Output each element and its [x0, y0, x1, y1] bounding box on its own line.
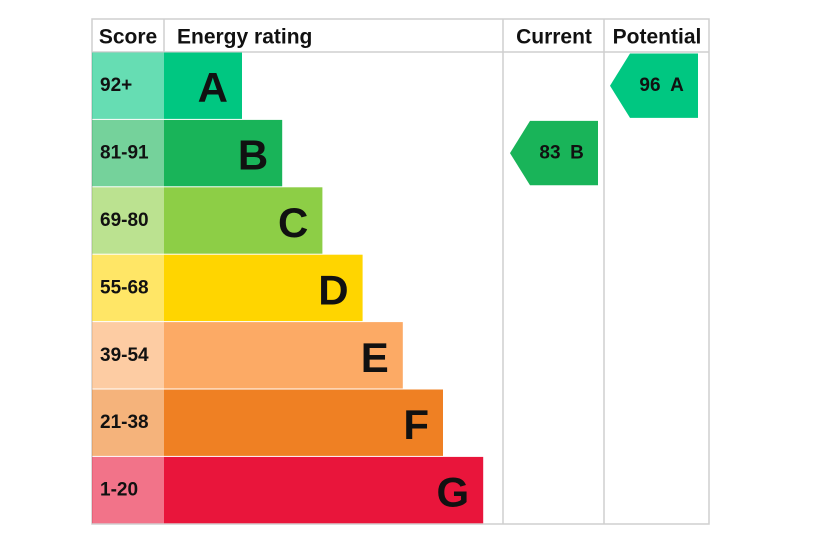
band-letter: B — [238, 132, 268, 179]
score-label: 81-91 — [100, 143, 149, 164]
band-letter: C — [278, 199, 308, 246]
band-letter: A — [198, 64, 228, 111]
rating-bar — [164, 389, 443, 456]
potential-arrow — [610, 53, 698, 118]
rating-bar — [164, 322, 403, 389]
score-cell — [92, 187, 164, 254]
potential-letter: A — [670, 75, 684, 96]
rating-bar — [164, 119, 283, 187]
band-letter: E — [361, 334, 389, 381]
score-cell — [92, 52, 164, 119]
current-score: 83 — [539, 143, 560, 164]
score-label: 69-80 — [100, 210, 149, 231]
score-cell — [92, 254, 164, 322]
score-label: 1-20 — [100, 480, 138, 501]
score-label: 21-38 — [100, 412, 149, 433]
band-letter: F — [403, 401, 429, 448]
rating-bar — [164, 254, 363, 322]
score-label: 92+ — [100, 75, 132, 96]
rating-bar — [164, 456, 484, 524]
header-score: Score — [99, 26, 157, 49]
potential-score: 96 — [639, 75, 660, 96]
score-cell — [92, 322, 164, 389]
score-cell — [92, 119, 164, 187]
header-rating: Energy rating — [177, 26, 312, 49]
score-label: 39-54 — [100, 345, 149, 366]
band-letter: D — [318, 266, 348, 313]
current-letter: B — [570, 143, 584, 164]
band-letter: G — [437, 469, 470, 516]
header-potential: Potential — [613, 26, 702, 49]
score-cell — [92, 389, 164, 456]
rating-bar — [164, 187, 323, 254]
header-current: Current — [516, 26, 592, 49]
score-label: 55-68 — [100, 277, 149, 298]
current-arrow — [510, 120, 598, 186]
rating-bar — [164, 52, 242, 119]
score-cell — [92, 456, 164, 524]
